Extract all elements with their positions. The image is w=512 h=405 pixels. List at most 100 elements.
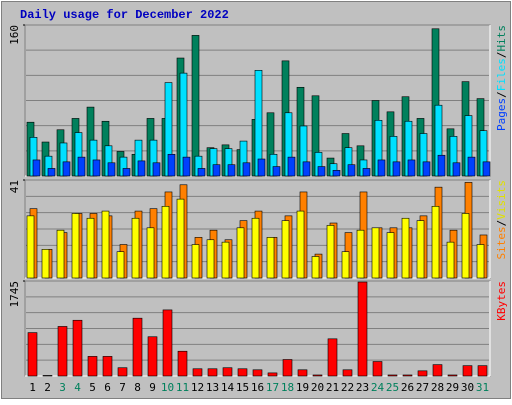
bar (41, 249, 50, 279)
x-tick-label: 10 (161, 381, 174, 394)
legend-entry: KBytes (495, 281, 508, 321)
x-tick-label: 23 (356, 381, 369, 394)
bar (342, 369, 353, 377)
bar (122, 168, 131, 177)
bar (107, 162, 116, 177)
bar (282, 359, 293, 377)
bar (401, 217, 410, 279)
y-tick-label: 41 (8, 180, 21, 193)
bar (197, 168, 206, 177)
bar (431, 205, 440, 279)
bar (242, 162, 251, 177)
legend-separator: / (495, 91, 508, 98)
x-tick-label: 21 (326, 381, 339, 394)
bar (137, 160, 146, 177)
legend-entry: Visits (495, 180, 508, 220)
bar (77, 156, 86, 177)
bar (182, 156, 191, 177)
bar (92, 159, 101, 177)
bar (251, 217, 260, 279)
bar (72, 319, 83, 377)
x-tick-label: 12 (191, 381, 204, 394)
bar (422, 161, 431, 177)
bar (147, 336, 158, 377)
x-tick-label: 26 (401, 381, 414, 394)
bar (257, 158, 266, 177)
bar (266, 237, 275, 279)
bar (302, 161, 311, 177)
bar (221, 241, 230, 279)
x-tick-label: 25 (386, 381, 399, 394)
bar (281, 220, 290, 279)
x-tick-label: 30 (461, 381, 474, 394)
bar (297, 369, 308, 377)
bar (87, 356, 98, 377)
bar (101, 210, 110, 279)
bar (161, 205, 170, 279)
x-tick-label: 24 (371, 381, 385, 394)
y-tick-label: 160 (8, 25, 21, 45)
bar (167, 153, 176, 177)
x-tick-label: 31 (476, 381, 489, 394)
x-tick-label: 3 (59, 381, 66, 394)
bar (446, 241, 455, 279)
x-tick-label: 17 (266, 381, 279, 394)
x-tick-label: 18 (281, 381, 294, 394)
bar (287, 156, 296, 177)
x-tick-label: 8 (134, 381, 141, 394)
x-tick-label: 2 (44, 381, 51, 394)
chart-title: Daily usage for December 2022 (20, 8, 229, 22)
bar (27, 332, 38, 377)
bar (326, 225, 335, 279)
bar (191, 35, 200, 177)
legend: KBytes (495, 281, 508, 321)
bar (332, 170, 341, 177)
bar (467, 156, 476, 177)
bar (267, 372, 278, 377)
bar (86, 217, 95, 279)
bar (476, 244, 485, 279)
legend: Sites/Visits (495, 180, 508, 260)
x-tick-label: 9 (149, 381, 156, 394)
bar (312, 374, 323, 377)
bar (62, 161, 71, 177)
bar (356, 229, 365, 279)
x-tick-label: 27 (416, 381, 429, 394)
bar (207, 368, 218, 377)
bar (222, 367, 233, 377)
bar (357, 281, 368, 377)
legend-entry: Files (495, 58, 508, 91)
bar (117, 367, 128, 377)
x-tick-label: 6 (104, 381, 111, 394)
bar (437, 154, 446, 177)
x-tick-label: 5 (89, 381, 96, 394)
bar (236, 227, 245, 279)
bar (347, 164, 356, 177)
x-tick-label: 15 (236, 381, 249, 394)
x-tick-label: 28 (431, 381, 444, 394)
legend-entry: Sites (495, 226, 508, 259)
bar (131, 217, 140, 279)
bar (482, 161, 491, 177)
bar (42, 375, 53, 377)
bar (206, 239, 215, 279)
bar (191, 244, 200, 279)
x-tick-label: 16 (251, 381, 264, 394)
x-tick-label: 4 (74, 381, 81, 394)
bar (102, 356, 113, 377)
bar (176, 198, 185, 279)
bar (407, 159, 416, 177)
legend: Pages/Files/Hits (495, 25, 508, 131)
bar (371, 227, 380, 279)
bar (56, 229, 65, 279)
bar (377, 159, 386, 177)
bar (162, 309, 173, 377)
bar (296, 210, 305, 279)
x-tick-label: 22 (341, 381, 354, 394)
legend-separator: / (495, 52, 508, 59)
bar (386, 232, 395, 279)
x-tick-label: 1 (29, 381, 36, 394)
bar (387, 374, 398, 377)
bar (237, 368, 248, 377)
